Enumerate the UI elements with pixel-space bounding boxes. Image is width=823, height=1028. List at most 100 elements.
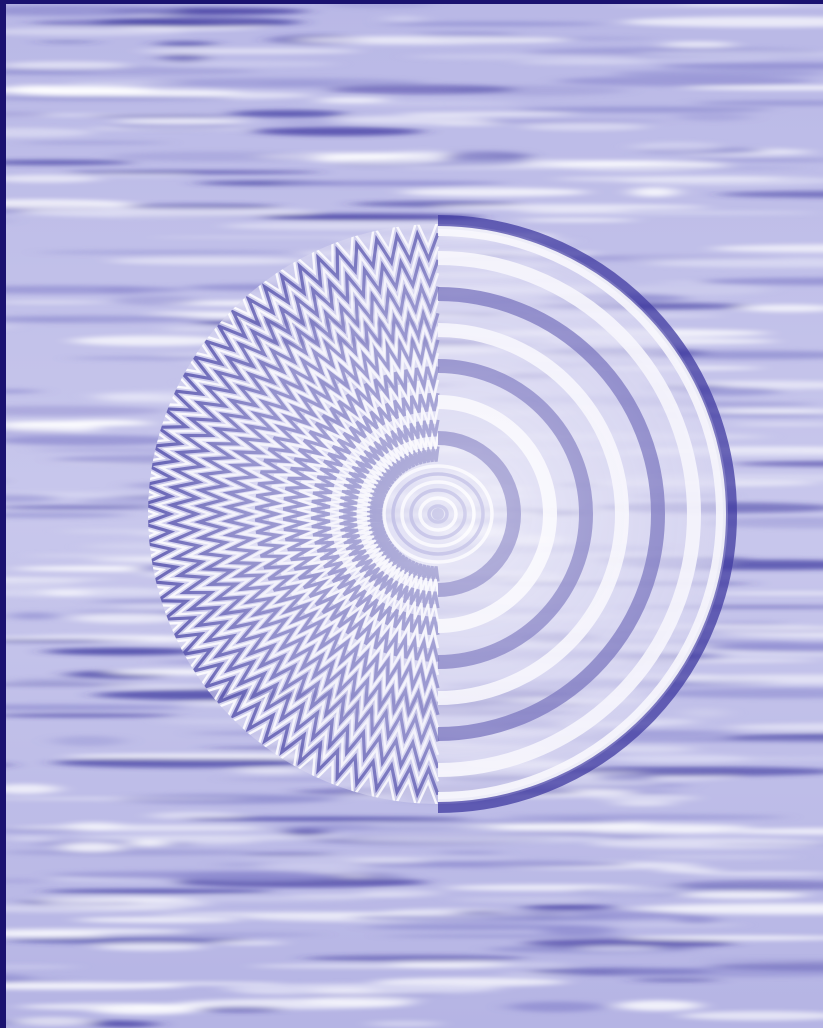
- streak: [632, 978, 720, 982]
- streak: [708, 961, 823, 971]
- streak: [585, 757, 823, 761]
- streak: [295, 36, 572, 44]
- streak: [734, 461, 823, 467]
- streak: [6, 199, 136, 209]
- streak: [681, 891, 808, 899]
- streak: [6, 435, 192, 446]
- streak: [436, 850, 502, 855]
- streak: [60, 842, 124, 853]
- streak: [65, 821, 123, 831]
- streak: [6, 405, 164, 416]
- streak: [717, 190, 823, 198]
- streak: [516, 218, 638, 222]
- streak: [155, 41, 216, 47]
- streak: [516, 60, 654, 65]
- streak: [646, 259, 823, 268]
- streak: [37, 40, 98, 44]
- streak: [13, 1017, 93, 1026]
- streak: [645, 688, 823, 699]
- streak: [524, 938, 735, 948]
- streak: [74, 834, 352, 841]
- streak: [700, 592, 823, 595]
- streak: [314, 154, 448, 165]
- streak: [6, 96, 236, 101]
- streak: [147, 895, 366, 902]
- streak: [100, 286, 147, 295]
- streak: [6, 763, 13, 767]
- streak: [21, 141, 167, 144]
- streak: [629, 187, 680, 197]
- streak: [672, 880, 823, 891]
- streak: [6, 111, 52, 117]
- streak: [679, 1011, 823, 1021]
- streak: [6, 300, 107, 304]
- streak: [402, 165, 612, 169]
- streak: [235, 767, 308, 775]
- streak: [629, 903, 823, 914]
- streak: [6, 784, 61, 794]
- streak: [335, 115, 492, 125]
- streak: [710, 244, 823, 253]
- streak: [6, 389, 42, 394]
- streak: [6, 174, 101, 183]
- streak: [675, 739, 823, 742]
- streak: [613, 69, 823, 78]
- streak: [656, 867, 720, 873]
- disc-highlight: [148, 224, 728, 804]
- streak: [553, 175, 786, 182]
- streak: [740, 304, 823, 312]
- streak: [490, 962, 570, 968]
- streak: [521, 123, 648, 131]
- streak: [90, 1020, 159, 1028]
- streak: [6, 837, 55, 840]
- streak: [6, 127, 94, 138]
- streak: [165, 912, 457, 916]
- streak: [242, 852, 336, 857]
- streak: [575, 946, 663, 951]
- streak: [6, 636, 232, 641]
- streak: [699, 277, 823, 286]
- abstract-ripple-artwork: [6, 4, 823, 1028]
- streak: [703, 642, 823, 652]
- streak: [128, 839, 169, 847]
- streak: [275, 181, 505, 186]
- streak: [6, 512, 127, 519]
- streak: [610, 284, 769, 296]
- streak: [456, 186, 498, 191]
- streak: [516, 106, 771, 113]
- streak: [53, 757, 308, 768]
- streak: [181, 816, 470, 822]
- streak: [6, 797, 250, 800]
- streak: [676, 112, 751, 122]
- streak: [43, 647, 203, 656]
- streak: [595, 794, 699, 802]
- streak: [88, 114, 238, 118]
- streak: [6, 904, 183, 913]
- streak: [611, 923, 741, 927]
- streak: [6, 61, 130, 70]
- streak: [6, 315, 208, 323]
- streak: [689, 872, 823, 876]
- streak: [400, 187, 589, 197]
- streak: [381, 934, 639, 938]
- streak: [343, 834, 617, 843]
- streak: [521, 904, 616, 911]
- streak: [160, 53, 208, 63]
- streak: [52, 735, 125, 747]
- streak: [507, 1001, 605, 1013]
- streak: [359, 889, 441, 897]
- streak: [621, 16, 823, 28]
- streak: [6, 429, 79, 436]
- streak: [139, 77, 425, 88]
- streak: [694, 100, 823, 106]
- streak: [328, 84, 516, 95]
- streak: [554, 818, 604, 822]
- streak: [350, 913, 615, 922]
- streak: [683, 85, 823, 90]
- streak: [327, 4, 432, 9]
- streak: [175, 871, 334, 882]
- streak: [557, 76, 812, 87]
- streak: [6, 27, 186, 36]
- streak: [114, 295, 199, 306]
- streak: [7, 612, 60, 620]
